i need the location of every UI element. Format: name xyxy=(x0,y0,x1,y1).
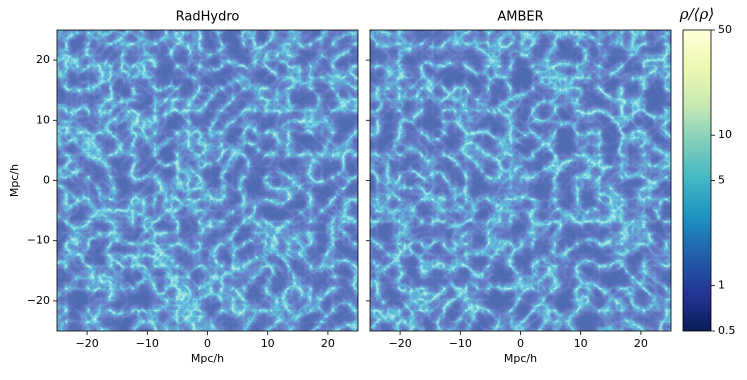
panel-title: AMBER xyxy=(497,10,543,25)
x-tick-label: −10 xyxy=(136,337,159,350)
colorbar-tick-label: 10 xyxy=(718,128,732,141)
colorbar-label: ρ/⟨ρ⟩ xyxy=(679,5,714,23)
colorbar xyxy=(682,29,712,332)
x-tick-label: 20 xyxy=(321,337,335,350)
y-tick-label: −10 xyxy=(27,234,50,247)
colorbar-tick-label: 1 xyxy=(718,279,725,292)
x-axis-label: Mpc/h xyxy=(504,352,537,365)
x-tick-label: 0 xyxy=(204,337,211,350)
x-tick-label: 0 xyxy=(517,337,524,350)
x-tick-label: −20 xyxy=(75,337,98,350)
x-tick-label: 20 xyxy=(634,337,648,350)
x-tick-label: 10 xyxy=(574,337,588,350)
colorbar-tick-label: 5 xyxy=(718,174,725,187)
panel-title: RadHydro xyxy=(176,10,240,25)
density-image xyxy=(370,30,671,331)
y-tick-label: 0 xyxy=(43,174,50,187)
y-tick-label: −20 xyxy=(27,294,50,307)
x-tick-label: −10 xyxy=(449,337,472,350)
colorbar-tick-label: 0.5 xyxy=(718,324,736,337)
x-axis-label: Mpc/h xyxy=(191,352,224,365)
density-image xyxy=(57,30,358,331)
y-tick-label: 20 xyxy=(36,53,50,66)
y-axis-label: Mpc/h xyxy=(8,164,21,197)
colorbar-tick-label: 50 xyxy=(718,23,732,36)
x-tick-label: 10 xyxy=(261,337,275,350)
x-tick-label: −20 xyxy=(388,337,411,350)
y-tick-label: 10 xyxy=(36,113,50,126)
